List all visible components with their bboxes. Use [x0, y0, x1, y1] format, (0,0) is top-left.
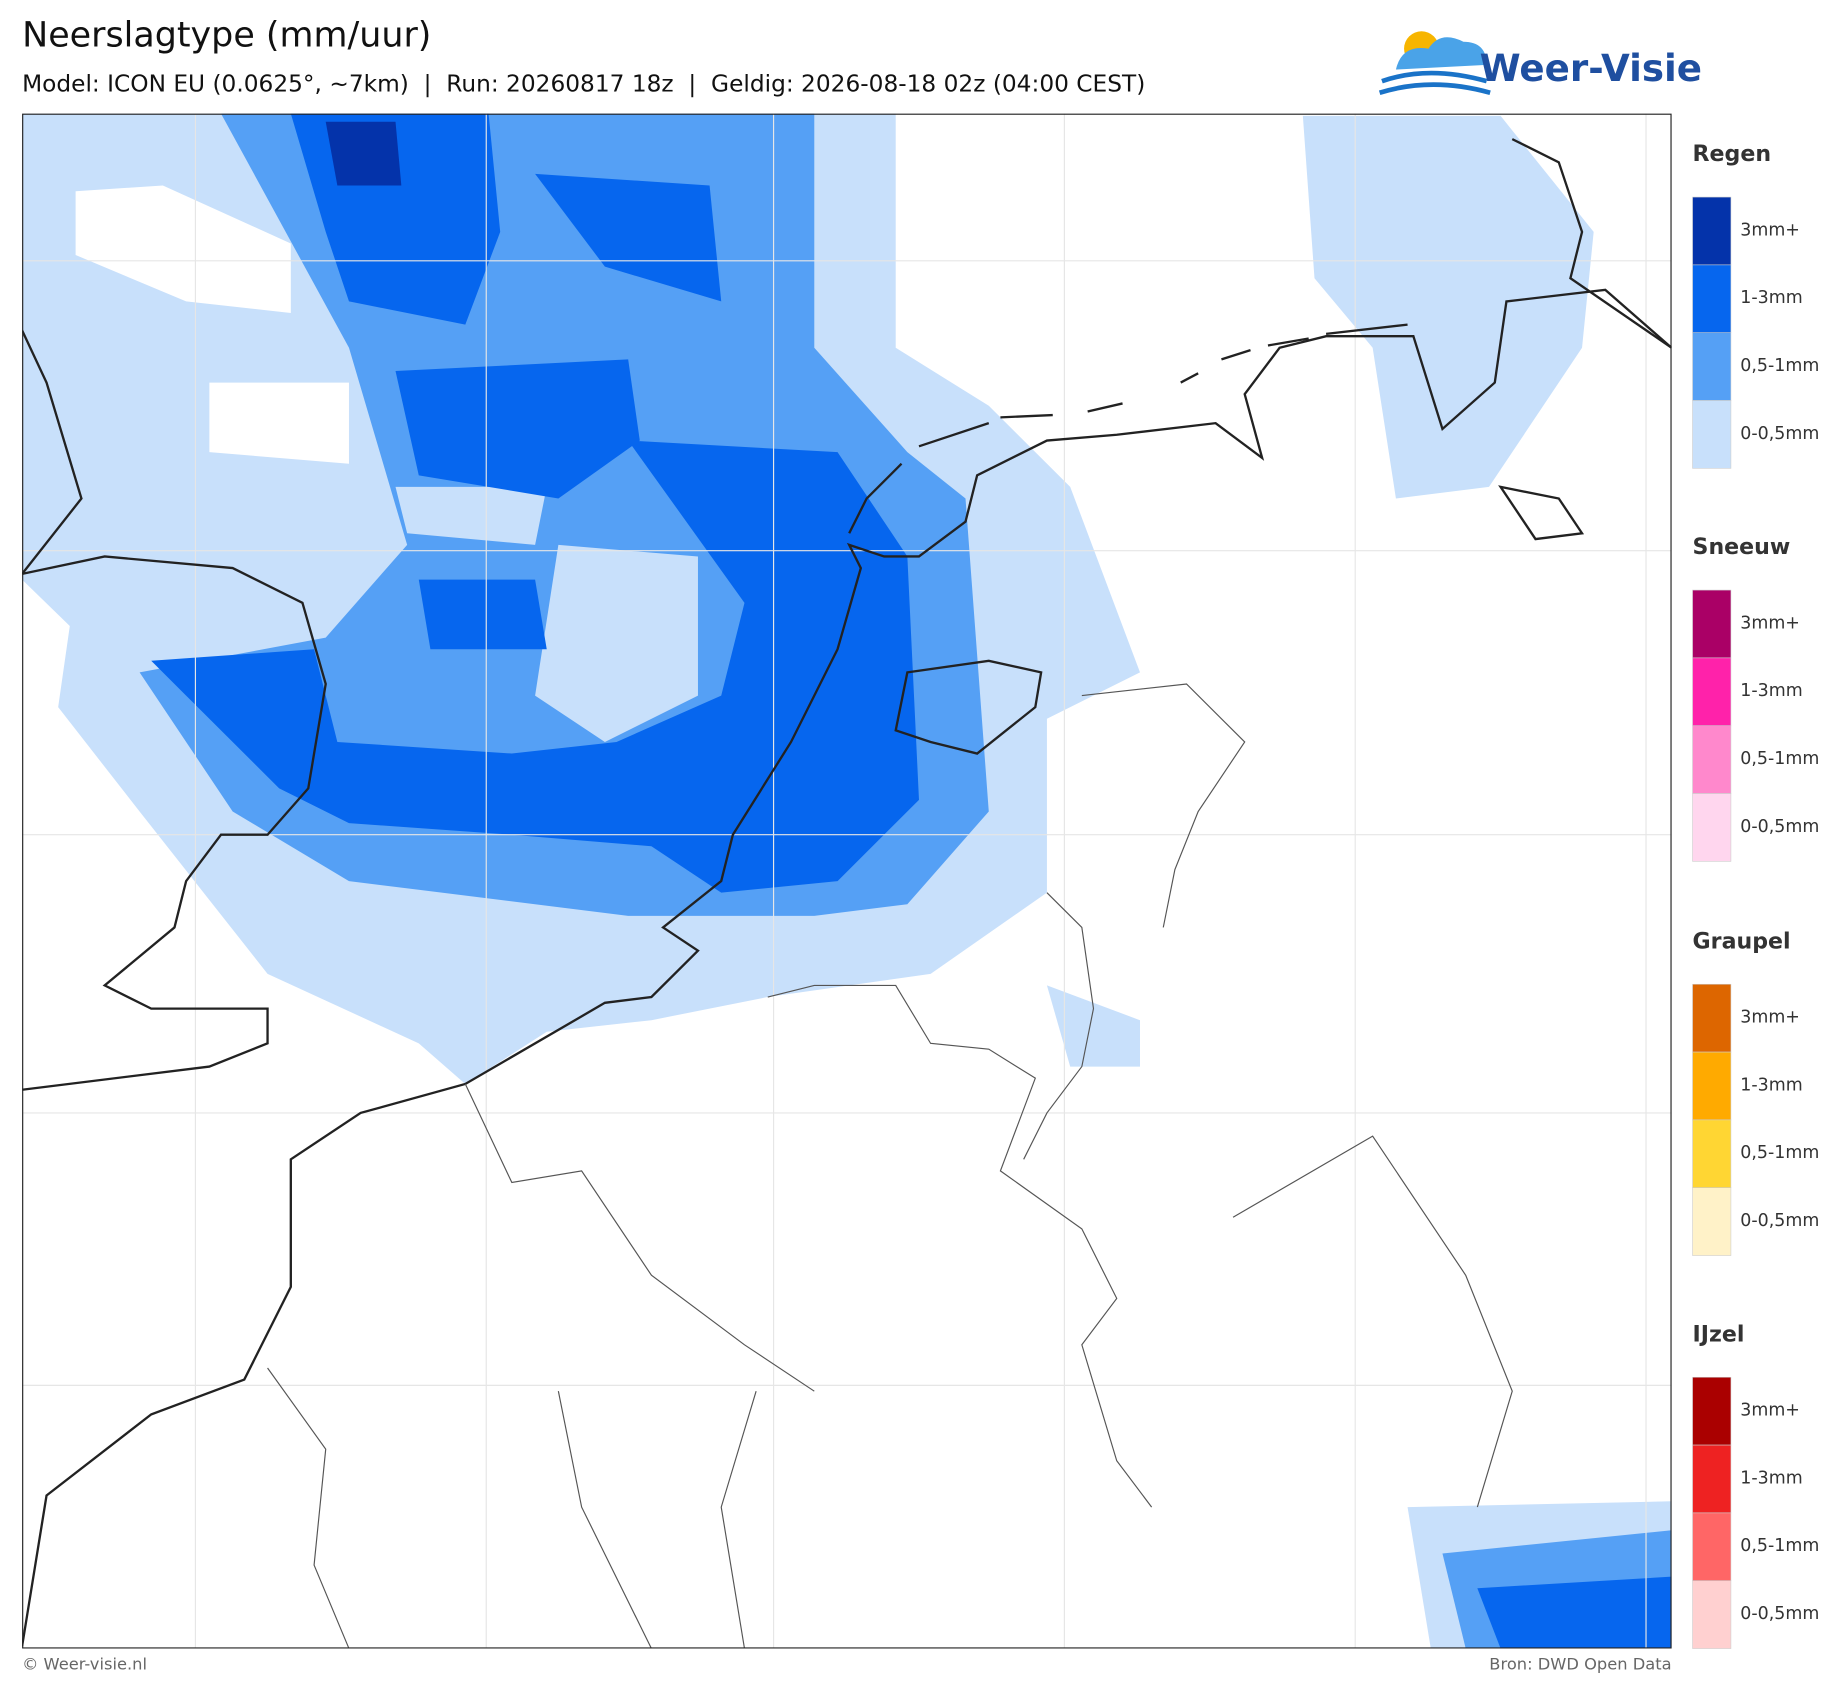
- legend-swatch: [1692, 196, 1732, 266]
- coastlines: [22, 138, 1672, 1647]
- legend-swatch: [1692, 1187, 1732, 1256]
- legend-label: 3mm+: [1740, 613, 1800, 633]
- legend-title: IJzel: [1693, 1322, 1745, 1347]
- legend-swatch: [1692, 1119, 1732, 1189]
- graticule: [22, 113, 1672, 1649]
- legend-label: 0-0,5mm: [1740, 424, 1819, 444]
- legend-label: 1-3mm: [1740, 1468, 1802, 1488]
- legend-swatch: [1692, 725, 1732, 794]
- legend-swatch: [1692, 1444, 1732, 1514]
- legend-label: 0-0,5mm: [1740, 1211, 1819, 1231]
- legend-swatch: [1692, 1051, 1732, 1121]
- legend-label: 3mm+: [1740, 1401, 1800, 1421]
- legend-swatch: [1692, 983, 1732, 1053]
- legend-label: 0,5-1mm: [1740, 1143, 1819, 1163]
- legend-label: 0,5-1mm: [1740, 749, 1819, 769]
- legend-label: 3mm+: [1740, 220, 1800, 240]
- footer-credit: © Weer-visie.nl: [22, 1654, 147, 1673]
- legend-swatch: [1692, 793, 1732, 862]
- subtitle: Model: ICON EU (0.0625°, ~7km) | Run: 20…: [22, 71, 1145, 98]
- legend-title: Sneeuw: [1693, 535, 1791, 560]
- legend-swatch: [1692, 332, 1732, 401]
- footer-source: Bron: DWD Open Data: [1489, 1654, 1671, 1673]
- legend-swatch: [1692, 264, 1732, 334]
- legend-label: 1-3mm: [1740, 1075, 1802, 1095]
- legend-label: 0-0,5mm: [1740, 1604, 1819, 1624]
- legend-swatch: [1692, 657, 1732, 727]
- legend-label: 3mm+: [1740, 1008, 1800, 1028]
- legend-title: Regen: [1693, 142, 1771, 167]
- legend-label: 1-3mm: [1740, 288, 1802, 308]
- title: Neerslagtype (mm/uur): [22, 15, 431, 55]
- legend-swatch: [1692, 589, 1732, 659]
- map: [22, 113, 1672, 1649]
- legend-swatch: [1692, 1512, 1732, 1582]
- legend-label: 0-0,5mm: [1740, 817, 1819, 837]
- legend-title: Graupel: [1693, 929, 1791, 954]
- legend-swatch: [1692, 1580, 1732, 1649]
- legend-swatch: [1692, 400, 1732, 469]
- legend-label: 1-3mm: [1740, 681, 1802, 701]
- legend: Regen 3mm+ 1-3mm 0,5-1mm 0-0,5mm Sneeuw 3mm+ 1-…: [1692, 142, 1819, 1649]
- precipitation: [22, 113, 1672, 1649]
- legend-label: 0,5-1mm: [1740, 356, 1819, 376]
- legend-swatch: [1692, 1376, 1732, 1446]
- legend-label: 0,5-1mm: [1740, 1536, 1819, 1556]
- borders: [267, 683, 1513, 1649]
- logo-text: Weer-Visie: [1480, 47, 1702, 90]
- logo: Weer-Visie: [1378, 31, 1702, 95]
